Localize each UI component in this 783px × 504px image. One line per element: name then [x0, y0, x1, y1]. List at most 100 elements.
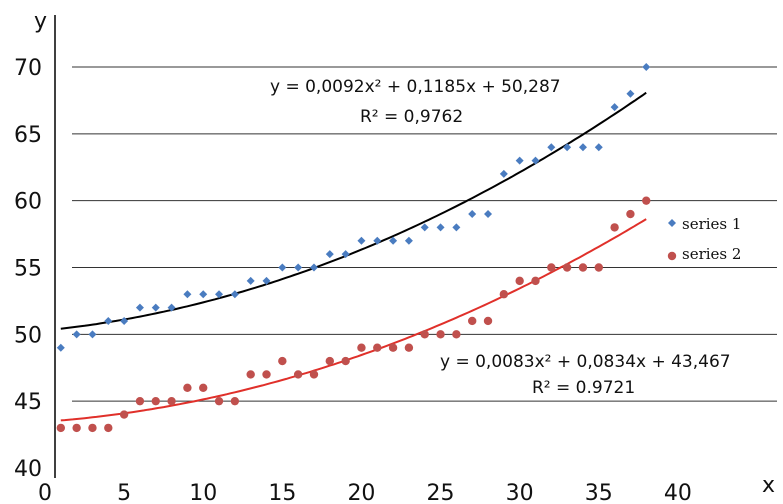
point-series-2 — [483, 316, 493, 326]
x-axis-label: x — [762, 473, 775, 498]
point-series-1 — [547, 143, 556, 152]
point-series-1 — [357, 236, 366, 245]
point-series-2 — [341, 356, 350, 366]
x-tick-label-35: 35 — [585, 481, 613, 504]
x-tick-label-30: 30 — [506, 481, 534, 504]
point-series-1 — [499, 169, 508, 178]
y-tick-label-65: 65 — [14, 123, 42, 148]
gridlines — [72, 66, 777, 402]
point-series-2 — [468, 316, 477, 326]
y-tick-label-50: 50 — [14, 323, 42, 348]
point-series-1 — [215, 290, 224, 299]
trendline-series-1 — [60, 91, 647, 330]
point-series-2 — [594, 263, 603, 272]
x-tick-label-25: 25 — [427, 481, 455, 504]
legend-label-series-2: series 2 — [682, 245, 741, 263]
point-series-2 — [199, 383, 208, 392]
x-tick-labels: 0 5 10 15 20 25 30 35 40 — [38, 481, 692, 504]
point-series-2 — [151, 396, 160, 406]
legend-entry-series-2: series 2 — [667, 245, 741, 263]
point-series-1 — [56, 343, 65, 352]
point-series-2 — [436, 330, 445, 339]
point-series-2 — [309, 370, 319, 379]
x-tick-label-20: 20 — [347, 481, 375, 504]
point-series-1 — [104, 316, 113, 325]
point-series-1 — [278, 263, 287, 272]
point-series-1 — [436, 223, 445, 232]
trendlines — [60, 91, 647, 422]
point-series-2 — [167, 396, 176, 406]
y-tick-label-45: 45 — [14, 390, 42, 415]
point-series-2 — [626, 209, 635, 219]
point-series-1 — [262, 276, 271, 285]
point-series-2 — [72, 423, 81, 433]
legend-background — [662, 208, 760, 264]
point-series-2 — [183, 383, 192, 392]
point-series-1 — [515, 156, 524, 165]
point-series-1 — [309, 263, 318, 272]
point-series-1 — [246, 276, 255, 285]
point-series-1 — [389, 236, 398, 245]
point-series-1 — [120, 316, 129, 325]
r-squared-series-2: R² = 0.9721 — [532, 378, 635, 398]
legend-box — [662, 208, 760, 264]
point-series-1 — [594, 143, 603, 152]
point-series-2 — [515, 276, 524, 286]
point-series-2 — [562, 263, 572, 272]
point-series-1 — [325, 250, 334, 259]
point-series-2 — [373, 343, 382, 352]
point-series-2 — [325, 356, 334, 366]
point-series-1 — [199, 290, 208, 299]
trendline-equation-series-1: y = 0,0092x² + 0,1185x + 50,287 — [270, 77, 561, 97]
point-series-1 — [404, 236, 413, 245]
y-tick-labels: 40 45 50 55 60 65 70 — [14, 56, 42, 482]
y-axis-label: y — [34, 9, 47, 34]
equation-1-background — [265, 74, 585, 128]
point-series-2 — [404, 343, 414, 352]
x-tick-label-10: 10 — [189, 481, 217, 504]
point-series-1 — [626, 89, 635, 98]
y-tick-label-60: 60 — [14, 190, 42, 215]
data-points — [56, 63, 651, 433]
point-series-2 — [499, 290, 509, 299]
point-series-2 — [610, 223, 619, 232]
point-series-1 — [88, 330, 97, 339]
y-tick-label-40: 40 — [14, 457, 42, 482]
point-series-2 — [531, 276, 540, 286]
point-series-1 — [531, 156, 540, 165]
point-series-1 — [151, 303, 160, 312]
point-series-1 — [642, 63, 651, 71]
legend-marker-series-2 — [667, 251, 677, 261]
point-series-2 — [230, 396, 240, 406]
point-series-2 — [56, 423, 66, 433]
trendline-equation-series-2: y = 0,0083x² + 0,0834x + 43,467 — [440, 352, 731, 372]
x-tick-label-15: 15 — [268, 481, 296, 504]
point-series-2 — [642, 196, 651, 205]
legend-label-series-1: series 1 — [682, 215, 741, 233]
point-series-1 — [135, 303, 144, 312]
point-series-2 — [262, 370, 271, 379]
point-series-1 — [452, 223, 461, 232]
legend-entry-series-1: series 1 — [668, 215, 741, 233]
point-series-2 — [293, 370, 303, 379]
legend-marker-series-1 — [668, 219, 676, 227]
point-series-2 — [88, 423, 97, 433]
point-series-1 — [72, 330, 81, 339]
point-series-2 — [420, 330, 429, 339]
point-series-1 — [484, 210, 493, 219]
point-series-2 — [246, 370, 255, 379]
y-tick-label-70: 70 — [14, 56, 42, 81]
point-series-1 — [563, 143, 572, 152]
point-series-1 — [230, 290, 239, 299]
point-series-1 — [373, 236, 382, 245]
r-squared-series-1: R² = 0,9762 — [360, 107, 463, 127]
point-series-1 — [420, 223, 429, 232]
point-series-2 — [388, 343, 398, 352]
point-series-1 — [167, 303, 176, 312]
point-series-2 — [104, 423, 113, 433]
equation-2-background — [436, 346, 752, 398]
point-series-2 — [214, 396, 224, 406]
legend: series 1 series 2 — [667, 215, 741, 263]
point-series-1 — [578, 143, 587, 152]
point-series-1 — [294, 263, 303, 272]
